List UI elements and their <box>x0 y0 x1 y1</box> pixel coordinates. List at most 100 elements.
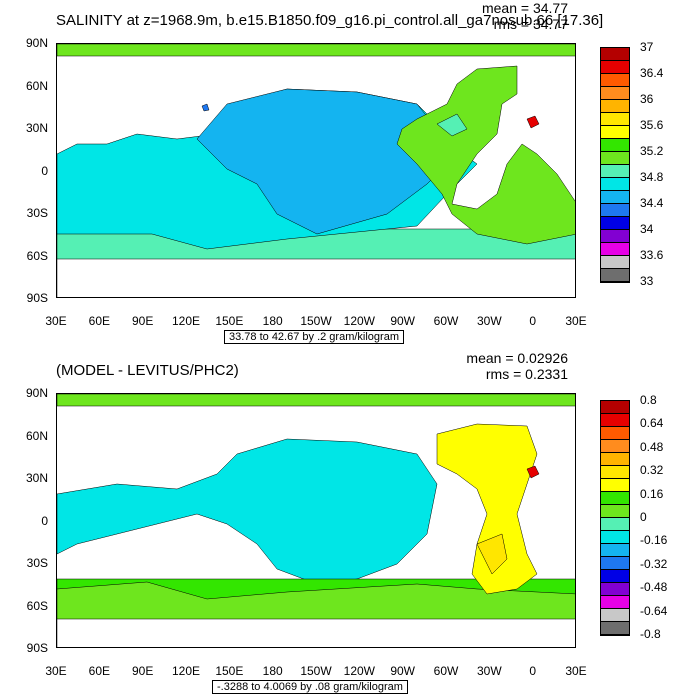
field-region <box>526 115 540 129</box>
x-tick-label: 90E <box>131 314 154 328</box>
x-tick-label: 90W <box>390 664 415 678</box>
mean-stat: mean = 34.77 <box>481 0 568 16</box>
colorbar-segment <box>601 152 629 165</box>
salinity-panel: SALINITY at z=1968.9m, b.e15.B1850.f09_g… <box>25 0 664 344</box>
colorbar-segment <box>601 243 629 256</box>
colorbar-label: -0.32 <box>640 556 668 571</box>
colorbar-label: 35.6 <box>640 118 664 132</box>
colorbar-segment <box>601 492 629 505</box>
y-tick-label: 30S <box>26 206 48 220</box>
map-plot-area <box>56 393 576 648</box>
colorbar-segment <box>601 596 629 609</box>
y-tick-label: 60S <box>26 598 48 613</box>
colorbar-segment <box>601 256 629 269</box>
colorbar-segment <box>601 544 629 557</box>
y-tick-label: 60S <box>26 248 48 263</box>
colorbar-label: 0.32 <box>640 463 664 478</box>
x-tick-label: 60E <box>88 664 110 678</box>
map-field <box>57 44 575 297</box>
colorbar-segment <box>601 61 629 74</box>
chart-title: SALINITY at z=1968.9m, b.e15.B1850.f09_g… <box>56 12 604 29</box>
field-region <box>436 423 538 595</box>
colorbar-label: 35.2 <box>640 144 664 158</box>
x-tick-label: 30E <box>565 314 587 328</box>
difference-panel: (MODEL - LEVITUS/PHC2) mean = 0.02926 rm… <box>0 350 700 700</box>
field-region <box>57 394 575 407</box>
colorbar-label: 33.6 <box>640 248 664 262</box>
colorbar-label: 33 <box>640 274 654 288</box>
x-tick-label: 30E <box>45 314 67 328</box>
x-tick-label: 0 <box>529 314 536 328</box>
colorbar-segment <box>601 479 629 492</box>
field-region <box>436 113 468 137</box>
colorbar-segment <box>601 531 629 544</box>
mean-stat: mean = 0.02926 <box>466 350 568 366</box>
colorbar-segment <box>601 191 629 204</box>
x-tick-label: 30W <box>476 664 502 678</box>
colorbar-segment <box>601 557 629 570</box>
colorbar-label: 34.8 <box>640 170 664 184</box>
y-tick-label: 90S <box>26 641 48 655</box>
y-tick-label: 30S <box>26 556 48 570</box>
colorbar-label: 34 <box>640 222 654 236</box>
colorbar-segment <box>601 440 629 453</box>
x-tick-label: 180 <box>262 314 283 328</box>
colorbar-label: 0.8 <box>640 393 657 407</box>
colorbar-segment <box>601 269 629 282</box>
colorbar-segment <box>601 100 629 113</box>
colorbar-segment <box>601 126 629 139</box>
colorbar-segment <box>601 505 629 518</box>
x-tick-label: 30E <box>45 664 67 678</box>
field-region <box>396 65 575 245</box>
colorbar-segment <box>601 217 629 230</box>
x-tick-label: 60E <box>88 314 110 328</box>
x-tick-label: 120W <box>343 664 375 678</box>
colorbar-label: -0.64 <box>640 603 668 618</box>
x-tick-label: 150E <box>215 314 244 328</box>
colorbar-segment <box>601 178 629 191</box>
x-tick-label: 120E <box>171 314 201 328</box>
colorbar-segment <box>601 453 629 466</box>
colorbar-segment <box>601 139 629 152</box>
chart-title: (MODEL - LEVITUS/PHC2) <box>56 362 239 379</box>
y-tick-label: 0 <box>41 163 48 178</box>
rms-stat: rms = 0.2331 <box>485 366 568 382</box>
x-tick-label: 30E <box>565 664 587 678</box>
colorbar-label: 0.64 <box>640 416 664 431</box>
colorbar-label: 36.4 <box>640 66 664 80</box>
field-region <box>526 465 540 479</box>
x-tick-label: 30W <box>476 314 502 328</box>
colorbar-segment <box>601 87 629 100</box>
colorbar-label: -0.48 <box>640 580 668 595</box>
colorbar-segment <box>601 204 629 217</box>
colorbar-label: 0.16 <box>640 486 664 501</box>
colorbar-segment <box>601 570 629 583</box>
field-region <box>476 533 508 575</box>
y-tick-label: 90N <box>25 36 48 50</box>
x-tick-label: 60W <box>433 314 459 328</box>
y-tick-label: 90N <box>25 386 48 400</box>
colorbar-segment <box>601 230 629 243</box>
colorbar-segment <box>601 466 629 479</box>
colorbar-segment <box>601 609 629 622</box>
colorbar-segment <box>601 401 629 414</box>
colorbar <box>600 47 630 283</box>
y-tick-label: 0 <box>41 513 48 528</box>
colorbar <box>600 400 630 636</box>
colorbar-label: -0.16 <box>640 533 668 548</box>
y-tick-label: 30N <box>25 121 48 135</box>
colorbar-label: 0.48 <box>640 439 664 454</box>
x-tick-label: 0 <box>529 664 536 678</box>
colorbar-segment <box>601 113 629 126</box>
contour-range-label: -.3288 to 4.0069 by .08 gram/kilogram <box>212 680 408 694</box>
x-tick-label: 60W <box>433 664 459 678</box>
x-tick-label: 90W <box>390 314 415 328</box>
colorbar-segment <box>601 74 629 87</box>
y-tick-label: 60N <box>25 78 48 93</box>
x-tick-label: 120W <box>343 314 375 328</box>
field-region <box>57 44 575 57</box>
colorbar-segment <box>601 518 629 531</box>
colorbar-label: -0.8 <box>640 627 661 641</box>
colorbar-segment <box>601 583 629 596</box>
x-tick-label: 150W <box>300 664 332 678</box>
